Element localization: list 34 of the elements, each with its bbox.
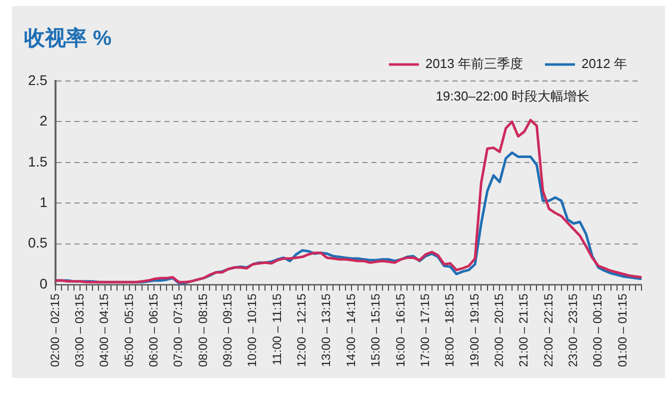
- x-tick-label: 11:00 – 11:15: [270, 293, 284, 366]
- x-tick-label: 23:00 – 23:15: [566, 293, 580, 368]
- x-tick-label: 18:00 – 18:15: [442, 293, 457, 368]
- x-tick-label: 19:00 – 19:15: [467, 293, 482, 368]
- y-tick-label: 0: [40, 275, 48, 292]
- annotation: 19:30–22:00 时段大幅增长: [436, 88, 590, 104]
- x-tick-label: 03:00 – 03:15: [72, 293, 86, 368]
- x-tick-label: 16:00 – 16:15: [393, 293, 408, 368]
- x-tick-label: 04:00 – 04:15: [97, 293, 112, 368]
- x-tick-label: 08:00 – 08:15: [196, 293, 210, 368]
- x-tick-label: 09:00 – 09:15: [220, 293, 235, 368]
- legend-label: 2012 年: [581, 56, 628, 72]
- x-tick-label: 20:00 – 20:15: [492, 293, 506, 368]
- x-tick-label: 13:00 – 13:15: [319, 293, 334, 368]
- x-tick-label: 07:00 – 07:15: [171, 293, 186, 368]
- x-tick-label: 15:00 – 15:15: [368, 293, 383, 368]
- x-tick-label: 17:00 – 17:15: [418, 293, 432, 368]
- x-tick-label: 05:00 – 05:15: [122, 293, 136, 368]
- x-tick-label: 22:00 – 22:15: [541, 293, 556, 368]
- chart-title: 收视率 %: [24, 26, 112, 52]
- x-tick-label: 00:00 – 00:15: [590, 293, 605, 368]
- y-tick-label: 1.5: [28, 153, 48, 170]
- x-tick-label: 21:00 – 21:15: [516, 293, 531, 368]
- y-tick-label: 0.5: [28, 234, 48, 251]
- x-tick-label: 10:00 – 10:15: [245, 293, 260, 368]
- x-tick-label: 06:00 – 06:15: [146, 293, 160, 368]
- x-tick-label: 02:00 – 02:15: [48, 293, 62, 368]
- y-tick-label: 1: [40, 194, 48, 210]
- y-tick-label: 2.5: [28, 72, 48, 88]
- y-tick-label: 2: [40, 112, 48, 129]
- x-tick-label: 01:00 – 01:15: [615, 293, 630, 368]
- x-tick-label: 12:00 – 12:15: [294, 293, 309, 368]
- x-tick-label: 14:00 – 14:15: [344, 293, 358, 368]
- legend-label: 2013 年前三季度: [425, 56, 523, 72]
